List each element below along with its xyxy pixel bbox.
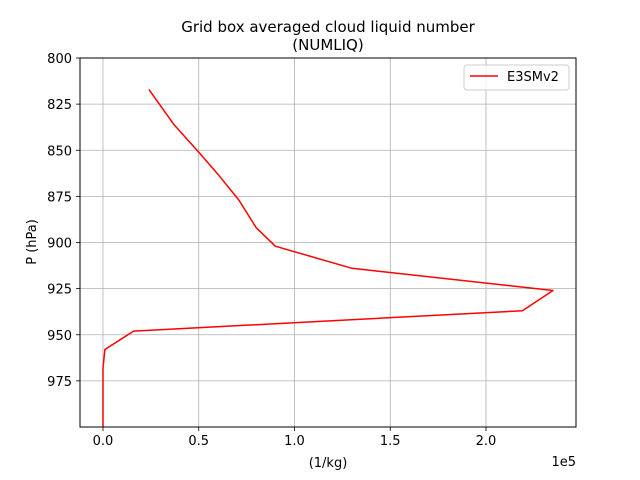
x-tick-label: 0.0 — [93, 434, 114, 449]
chart-subtitle: (NUMLIQ) — [292, 36, 363, 54]
x-tick-label: 2.0 — [476, 434, 497, 449]
x-tick-label: 1.0 — [284, 434, 305, 449]
y-tick-label: 925 — [47, 283, 72, 298]
x-tick-label: 1.5 — [380, 434, 401, 449]
chart-title: Grid box averaged cloud liquid number — [181, 18, 475, 36]
ticks: 0.0 0.5 1.0 1.5 2.0 800 825 850 875 900 925 950 975 — [47, 52, 496, 449]
x-axis-label: (1/kg) — [309, 456, 348, 471]
x-tick-label: 0.5 — [188, 434, 209, 449]
y-tick-label: 825 — [47, 98, 72, 113]
series-layer — [102, 88, 554, 427]
series-line-e3smv2 — [102, 88, 554, 427]
legend-box — [463, 64, 570, 91]
y-tick-label: 875 — [47, 190, 72, 205]
legend: E3SMv2 — [463, 64, 570, 91]
y-tick-label: 975 — [47, 375, 72, 390]
y-tick-label: 800 — [47, 52, 72, 67]
y-tick-label: 900 — [47, 237, 72, 252]
x-axis-offset: 1e5 — [551, 455, 576, 470]
y-tick-label: 850 — [47, 144, 72, 159]
y-tick-label: 950 — [47, 329, 72, 344]
legend-label-e3smv2: E3SMv2 — [507, 70, 559, 85]
grid — [80, 57, 576, 427]
y-axis-label: P (hPa) — [25, 219, 40, 265]
